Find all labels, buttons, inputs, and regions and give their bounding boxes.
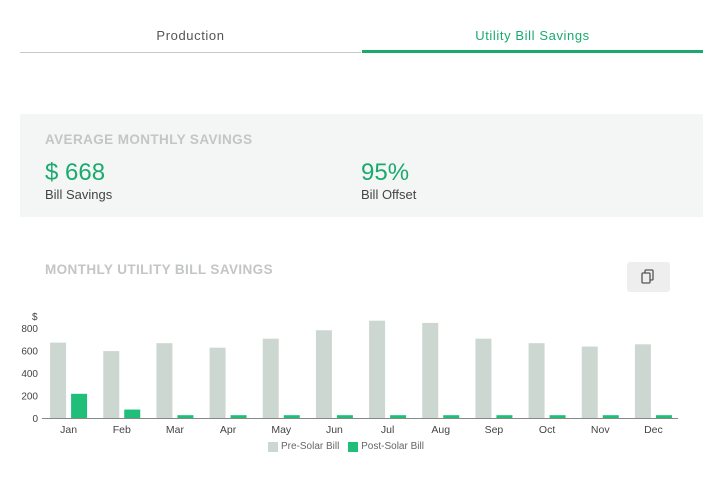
bar-pre-solar xyxy=(50,342,67,418)
bar-pre-solar xyxy=(528,343,545,418)
legend-label-post-solar: Post-Solar Bill xyxy=(361,441,424,452)
bar-pre-solar xyxy=(634,344,651,418)
legend-label-pre-solar: Pre-Solar Bill xyxy=(281,441,340,452)
x-tick-label: Dec xyxy=(644,424,663,436)
bill-savings-chart: $0 200 400 600 800 Jan Feb Mar Apr May Jun Jul Aug Se… xyxy=(21,312,678,436)
bar-post-solar xyxy=(283,415,300,418)
x-tick-label: Mar xyxy=(166,424,185,436)
bar-post-solar xyxy=(655,415,672,418)
bar-post-solar xyxy=(549,415,566,418)
bar-pre-solar xyxy=(262,338,279,418)
x-tick-label: Jul xyxy=(381,424,394,436)
bar-pre-solar xyxy=(156,343,173,418)
bill-offset-value: 95% xyxy=(361,159,410,186)
legend-item-post-solar[interactable]: Post-Solar Bill xyxy=(348,441,424,452)
y-tick-label: 600 xyxy=(21,347,38,358)
bar-post-solar xyxy=(496,415,513,418)
tab-production[interactable]: Production xyxy=(20,22,361,53)
x-tick-label: Jun xyxy=(326,424,343,436)
legend-item-pre-solar[interactable]: Pre-Solar Bill xyxy=(268,441,339,452)
bar-post-solar xyxy=(443,415,460,418)
bill-offset-stat: 95% Bill Offset xyxy=(361,159,417,203)
bar-post-solar xyxy=(336,415,353,418)
summary-title: AVERAGE MONTHLY SAVINGS xyxy=(45,132,253,147)
bar-pre-solar xyxy=(209,347,226,418)
y-tick-label: 200 xyxy=(21,392,38,403)
y-tick-label: 0 xyxy=(32,414,38,425)
bill-savings-label: Bill Savings xyxy=(45,187,113,202)
bill-savings-stat: $ 668 Bill Savings xyxy=(45,159,113,203)
bar-post-solar xyxy=(177,415,194,418)
x-tick-label: May xyxy=(271,424,292,436)
chart-legend: Pre-Solar Bill Post-Solar Bill xyxy=(268,441,430,455)
bar-post-solar xyxy=(602,415,619,418)
y-tick-label: 400 xyxy=(21,369,38,380)
tab-utility-bill-savings[interactable]: Utility Bill Savings xyxy=(362,22,703,53)
x-tick-label: Apr xyxy=(220,424,237,436)
bar-post-solar xyxy=(390,415,407,418)
bar-pre-solar xyxy=(103,351,120,418)
y-axis-unit-label: $ xyxy=(32,312,38,323)
bill-offset-label: Bill Offset xyxy=(361,187,417,202)
x-tick-label: Sep xyxy=(485,424,504,436)
y-tick-label: 800 xyxy=(21,324,38,335)
bar-post-solar xyxy=(71,393,88,418)
pre-solar-swatch xyxy=(268,441,278,452)
tab-bar: Production Utility Bill Savings xyxy=(20,22,703,53)
x-tick-label: Nov xyxy=(591,424,610,436)
copy-chart-button[interactable] xyxy=(627,262,670,292)
bar-pre-solar xyxy=(315,330,332,418)
bar-post-solar xyxy=(124,409,141,418)
bar-pre-solar xyxy=(475,338,492,418)
x-tick-label: Oct xyxy=(539,424,555,436)
bill-savings-value: $ 668 xyxy=(45,159,106,186)
bar-pre-solar xyxy=(369,320,386,418)
post-solar-swatch xyxy=(348,441,359,452)
chart-title: MONTHLY UTILITY BILL SAVINGS xyxy=(45,262,273,277)
bar-pre-solar xyxy=(581,346,598,418)
bar-post-solar xyxy=(230,415,247,418)
x-tick-label: Feb xyxy=(113,424,131,436)
x-tick-label: Aug xyxy=(431,424,450,436)
copy-icon xyxy=(641,269,654,284)
x-tick-label: Jan xyxy=(60,424,77,436)
bar-pre-solar xyxy=(422,322,439,418)
average-savings-panel: AVERAGE MONTHLY SAVINGS $ 668 Bill Savin… xyxy=(20,114,703,217)
